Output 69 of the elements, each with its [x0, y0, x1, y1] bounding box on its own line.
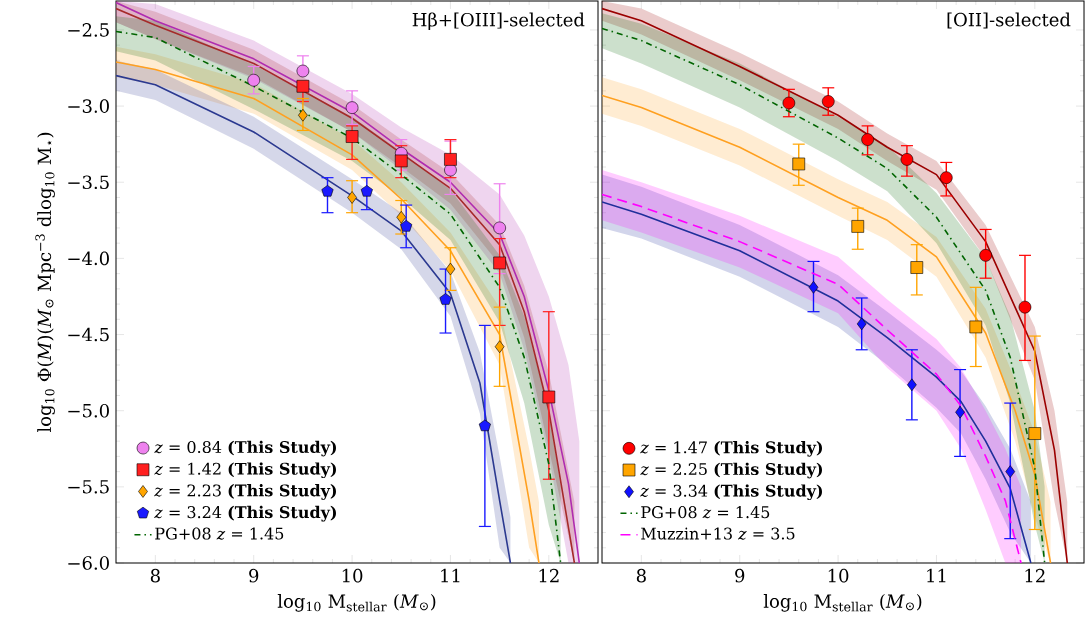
point: [439, 293, 452, 305]
x-tick-label: 10: [342, 568, 363, 583]
point: [445, 262, 456, 276]
y-tick-label: −4.0: [68, 251, 109, 266]
legend-label: PG+08 z = 1.45: [641, 506, 770, 519]
point: [1005, 465, 1016, 478]
annotation: Hβ+[OIII]-selected: [412, 12, 585, 30]
annotation: [OII]-selected: [947, 12, 1071, 29]
legend-label: z = 1.47 (This Study): [640, 440, 822, 457]
legend-label: z = 3.24 (This Study): [154, 505, 336, 522]
y-tick-label: −6.0: [68, 556, 109, 570]
legend-label: Muzzin+13 z = 3.5: [641, 527, 795, 540]
point: [247, 73, 261, 87]
point: [1018, 300, 1032, 314]
point: [493, 256, 506, 270]
point: [969, 320, 983, 334]
x-tick-label: 10: [828, 568, 849, 583]
point: [979, 249, 992, 262]
legend-label: z = 0.84 (This Study): [154, 440, 336, 457]
point: [542, 390, 556, 404]
x-tick-label: 9: [735, 568, 745, 583]
y-tick-label: −5.0: [68, 403, 109, 418]
legend-label: z = 1.42 (This Study): [154, 462, 336, 479]
point: [321, 185, 334, 197]
legend-label: z = 3.34 (This Study): [640, 484, 822, 501]
point: [900, 153, 914, 166]
x-tick-label: 11: [441, 568, 460, 583]
point: [907, 378, 917, 392]
point: [396, 210, 407, 224]
x-tick-label: 8: [150, 568, 160, 583]
point: [296, 64, 310, 78]
legend-label: z = 2.25 (This Study): [640, 462, 822, 479]
point: [360, 185, 373, 197]
x-tick-label: 12: [539, 568, 559, 583]
y-tick-label: −2.5: [68, 23, 109, 37]
x-tick-label: 9: [249, 568, 259, 583]
point: [494, 340, 505, 354]
point: [782, 96, 796, 110]
y-tick-label: −3.5: [68, 175, 109, 190]
point: [298, 108, 308, 122]
point: [296, 79, 310, 93]
point: [478, 419, 491, 432]
point: [808, 281, 819, 294]
point: [821, 95, 835, 108]
point: [940, 171, 953, 184]
x-axis-title: log$_{10}$ M$_{stellar}$ (M$_{⊙}$): [763, 594, 922, 612]
text: log$_{10}$ Φ(M)(M$_{⊙}$ Mpc$^{−3}$ dlog$_{10}$ M$_{⋆}$): [35, 132, 55, 433]
point: [910, 261, 924, 274]
point: [345, 101, 359, 114]
point: [1028, 427, 1042, 440]
point: [856, 317, 867, 331]
y-tick-label: −3.0: [68, 99, 109, 113]
point: [345, 130, 359, 143]
point: [792, 157, 806, 171]
point: [861, 133, 874, 146]
point: [493, 221, 506, 235]
legend-label: PG+08 z = 1.45: [155, 527, 284, 540]
point: [347, 191, 357, 204]
x-tick-label: 8: [636, 568, 646, 583]
point: [444, 153, 457, 166]
x-tick-label: 11: [927, 568, 946, 583]
point: [400, 220, 413, 232]
legend-label: z = 2.23 (This Study): [154, 484, 336, 500]
y-tick-label: −4.5: [68, 327, 109, 342]
point: [955, 405, 965, 419]
y-tick-label: −5.5: [68, 480, 109, 494]
point: [851, 220, 865, 233]
x-axis-title: log$_{10}$ M$_{stellar}$ (M$_{⊙}$): [277, 594, 436, 612]
x-tick-label: 12: [1025, 568, 1045, 583]
